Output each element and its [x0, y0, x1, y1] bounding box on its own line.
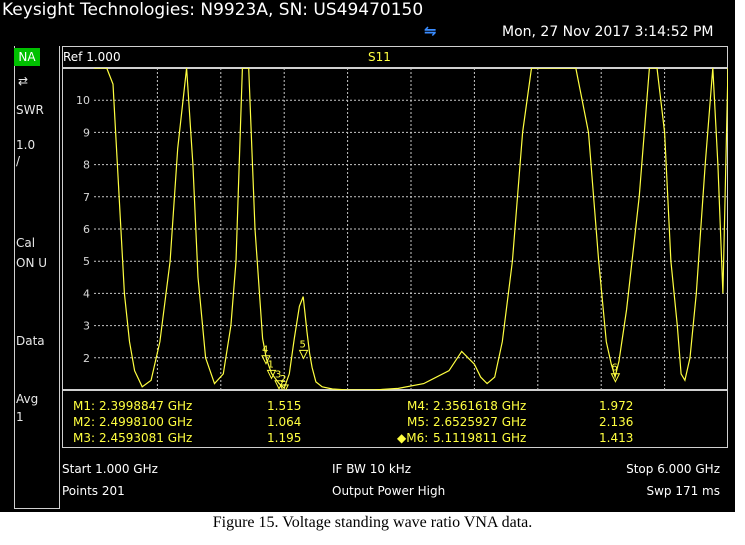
marker-4-symbol — [261, 355, 271, 365]
mode-badge[interactable]: NA — [14, 48, 40, 66]
avg-value: 1 — [16, 410, 24, 424]
marker-4-label: 4 — [262, 345, 268, 356]
trace-label[interactable]: S11 — [368, 50, 391, 64]
marker-3-symbol — [274, 380, 284, 390]
marker-value: 1.413 — [599, 431, 634, 445]
marker-value: 1.972 — [599, 399, 634, 413]
y-tick-label: 4 — [83, 287, 90, 300]
y-tick-label: 7 — [83, 191, 90, 204]
s11-trace — [94, 68, 728, 390]
y-tick-label: 3 — [83, 320, 90, 333]
marker-5-symbol — [298, 349, 309, 360]
plot-header-bar — [62, 46, 728, 68]
if-bandwidth[interactable]: IF BW 10 kHz — [332, 462, 412, 476]
marker-2-label: 2 — [280, 374, 286, 385]
stop-frequency[interactable]: Stop 6.000 GHz — [626, 462, 720, 476]
marker-label: M2: — [73, 415, 96, 429]
sweep-footer: Start 1.000 GHz IF BW 10 kHz Stop 6.000 … — [62, 460, 728, 508]
marker-freq: 2.3998847 GHz — [99, 399, 193, 413]
marker-value: 2.136 — [599, 415, 634, 429]
sweep-time: Swp 171 ms — [646, 484, 720, 498]
active-marker-label: ◆M6: — [397, 431, 429, 445]
marker-value: 1.515 — [267, 399, 302, 413]
reference-level[interactable]: Ref 1.000 — [63, 50, 121, 64]
marker-freq: 2.4998100 GHz — [99, 415, 193, 429]
scale-unit: / — [16, 154, 21, 168]
cal-status: ON U — [16, 256, 48, 270]
marker-label: M4: — [407, 399, 430, 413]
y-tick-label: 5 — [83, 255, 90, 268]
marker-label: M3: — [73, 431, 96, 445]
swap-icon[interactable]: ⇄ — [18, 74, 29, 88]
marker-value: 1.064 — [267, 415, 302, 429]
marker-3-label: 3 — [275, 370, 281, 381]
y-tick-label: 2 — [83, 352, 90, 365]
keysight-logo-icon: ⇋ — [424, 22, 437, 40]
marker-6-symbol — [610, 373, 621, 383]
figure-caption: Figure 15. Voltage standing wave ratio V… — [212, 514, 533, 531]
y-tick-label: 9 — [83, 126, 90, 139]
datetime-readout: Mon, 27 Nov 2017 3:14:52 PM — [502, 24, 714, 40]
avg-label[interactable]: Avg — [16, 392, 39, 406]
marker-6-label: 6 — [611, 363, 617, 374]
marker-freq: 2.6525927 GHz — [433, 415, 527, 429]
data-label[interactable]: Data — [16, 334, 45, 348]
instrument-title: Keysight Technologies: N9923A, SN: US494… — [2, 0, 424, 20]
left-softkey-panel — [14, 46, 60, 509]
marker-1-label: 1 — [268, 359, 274, 370]
marker-1-symbol — [266, 369, 277, 380]
cal-label[interactable]: Cal — [16, 236, 36, 250]
format-label[interactable]: SWR — [16, 103, 44, 117]
y-tick-label: 8 — [83, 159, 90, 172]
marker-value: 1.195 — [267, 431, 302, 445]
marker-table: M1: 2.3998847 GHz 1.515 M4: 2.3561618 GH… — [62, 390, 728, 448]
points-count[interactable]: Points 201 — [62, 484, 125, 498]
marker-freq: 5.1119811 GHz — [433, 431, 527, 445]
marker-label: M1: — [73, 399, 96, 413]
vna-screen: Keysight Technologies: N9923A, SN: US494… — [0, 0, 735, 512]
y-tick-label: 6 — [83, 223, 90, 236]
y-tick-label: 10 — [76, 94, 90, 107]
output-power[interactable]: Output Power High — [332, 484, 446, 498]
marker-freq: 2.4593081 GHz — [99, 431, 193, 445]
marker-5-label: 5 — [300, 339, 306, 350]
scale-value[interactable]: 1.0 — [16, 138, 36, 152]
marker-2-symbol — [279, 384, 289, 390]
marker-label: M5: — [407, 415, 430, 429]
start-frequency[interactable]: Start 1.000 GHz — [62, 462, 158, 476]
marker-freq: 2.3561618 GHz — [433, 399, 527, 413]
